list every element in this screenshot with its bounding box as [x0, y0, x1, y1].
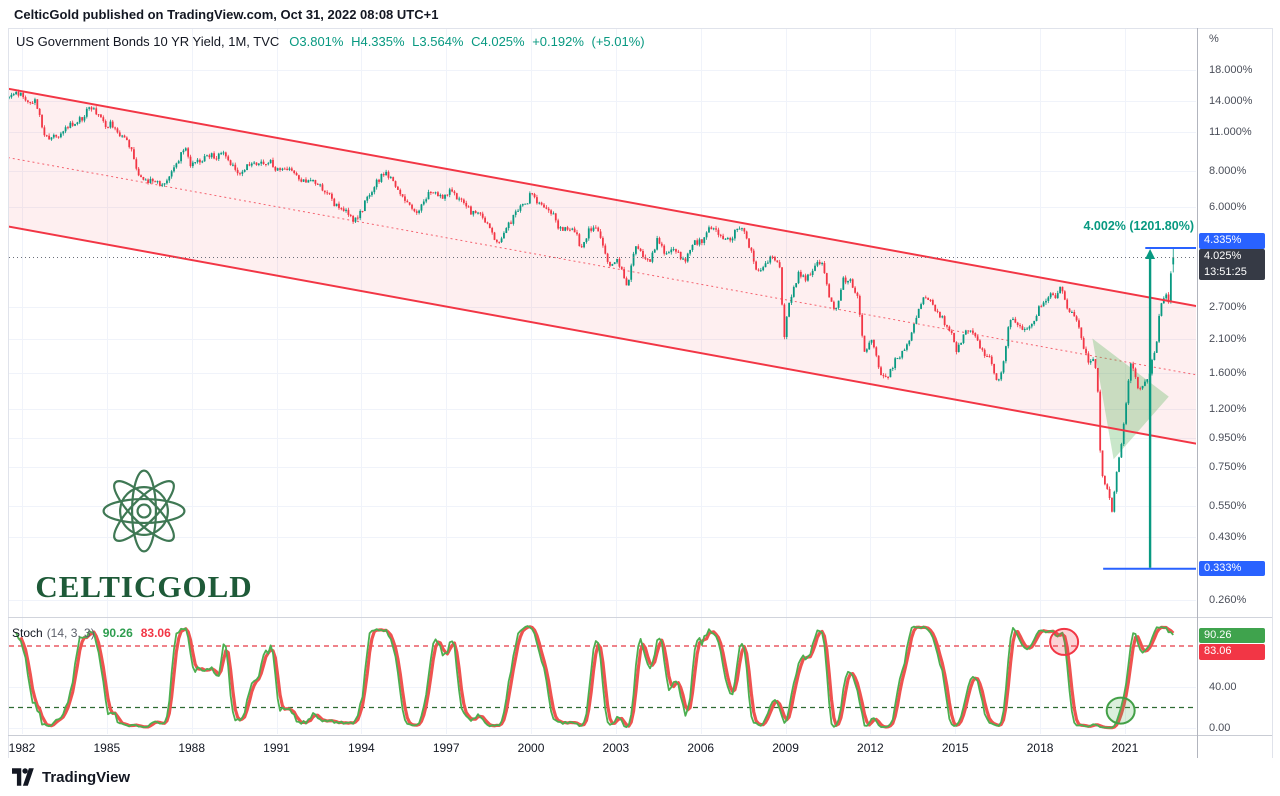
footer: TradingView	[0, 758, 1280, 796]
time-tick-label: 2021	[1111, 741, 1139, 755]
tradingview-link[interactable]: TradingView	[12, 767, 130, 787]
time-tick-label: 2000	[517, 741, 545, 755]
pane-separator[interactable]	[8, 617, 1272, 618]
tradingview-logo-icon	[12, 768, 34, 786]
price-tick-label: 0.430%	[1209, 530, 1247, 543]
symbol-title[interactable]: US Government Bonds 10 YR Yield, 1M, TVC	[16, 34, 280, 49]
price-tick-label: 8.000%	[1209, 165, 1247, 178]
time-tick-label: 1982	[8, 741, 36, 755]
price-tick-label: 11.000%	[1209, 125, 1252, 138]
publish-header: CelticGold published on TradingView.com,…	[0, 0, 1280, 28]
stoch-legend[interactable]: Stoch (14, 3, 3) 90.26 83.06	[12, 626, 171, 640]
time-tick-label: 2012	[857, 741, 884, 755]
price-tick-label: 2.700%	[1209, 301, 1247, 314]
time-tick-label: 2018	[1026, 741, 1054, 755]
celticgold-logo: CELTICGOLD	[28, 466, 260, 605]
stoch-tick-label: 0.00	[1209, 722, 1231, 734]
publish-header-text: CelticGold published on TradingView.com,…	[14, 7, 439, 22]
time-axis[interactable]: 1982 1985 1988 1991 1994 1997 2000 2003 2006 2009…	[8, 736, 1197, 758]
price-axis-separator	[1197, 28, 1198, 758]
time-axis-separator	[8, 735, 1272, 736]
chart-legend: US Government Bonds 10 YR Yield, 1M, TVC…	[16, 34, 645, 49]
price-tick-label: 0.750%	[1209, 461, 1247, 474]
stoch-badge-d: 83.06	[1199, 644, 1265, 660]
price-tick-label: 18.000%	[1209, 64, 1253, 76]
price-tick-label: 2.100%	[1209, 332, 1247, 345]
tradingview-brand-text: TradingView	[42, 768, 131, 786]
time-tick-label: 1994	[348, 741, 375, 755]
price-tick-label: 0.950%	[1209, 431, 1247, 444]
time-tick-label: 1988	[178, 741, 206, 755]
price-tick-label: 0.550%	[1209, 500, 1247, 513]
price-tick-label: 1.200%	[1209, 402, 1247, 415]
time-tick-label: 2003	[602, 741, 630, 755]
price-tick-label: 6.000%	[1209, 201, 1247, 214]
ohlc-values: O3.801% H4.335% L3.564% C4.025% +0.192% …	[289, 34, 645, 49]
stoch-label: Stoch	[12, 626, 43, 640]
stoch-badge-k: 90.26	[1199, 627, 1265, 644]
price-tick-label: 0.260%	[1209, 593, 1247, 606]
price-range-label[interactable]: 4.002% (1201.80%)	[1083, 219, 1195, 233]
time-tick-label: 2006	[687, 741, 715, 755]
celticgold-logo-text: CELTICGOLD	[35, 569, 253, 604]
time-tick-label: 1985	[93, 741, 121, 755]
celticgold-emblem-icon	[102, 469, 186, 553]
stoch-k-value: 90.26	[102, 626, 133, 640]
time-tick-label: 2015	[941, 741, 969, 755]
time-tick-label: 1991	[263, 741, 290, 755]
price-tick-label: 14.000%	[1209, 95, 1253, 108]
price-badge-range-high: 4.335%	[1199, 233, 1265, 249]
price-badge-last-price: 4.025% 13:51:25	[1199, 249, 1265, 281]
stoch-d-value: 83.06	[140, 626, 171, 640]
price-badge-range-low: 0.333%	[1199, 560, 1265, 577]
time-tick-label: 1997	[432, 741, 460, 755]
stoch-params: (14, 3, 3)	[46, 626, 95, 640]
stoch-tick-label: 40.00	[1209, 681, 1237, 693]
time-tick-label: 2009	[772, 741, 799, 755]
price-tick-label: 1.600%	[1209, 366, 1247, 379]
price-axis-unit: %	[1209, 33, 1219, 45]
price-axis[interactable]: % 18.000% 14.000% 11.000% 8.000% 6.000% 2.700…	[1198, 28, 1280, 758]
